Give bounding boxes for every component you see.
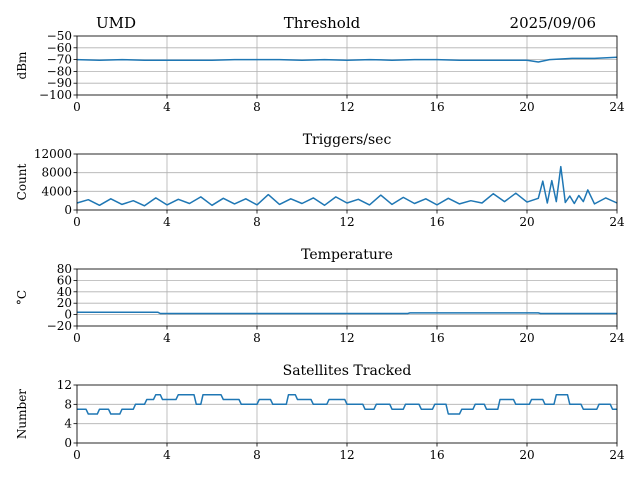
x-tick-label: 20 <box>519 331 534 345</box>
x-tick-label: 20 <box>519 100 534 114</box>
x-tick-label: 12 <box>339 448 354 462</box>
x-tick-label: 4 <box>163 448 171 462</box>
x-tick-label: 0 <box>73 100 81 114</box>
y-tick-label: 40 <box>57 285 72 299</box>
panel-title: Temperature <box>301 247 393 263</box>
x-tick-label: 4 <box>163 100 171 114</box>
y-tick-label: −50 <box>47 29 72 43</box>
x-tick-label: 24 <box>609 331 625 345</box>
y-tick-label: 12 <box>57 378 72 392</box>
y-tick-label: −80 <box>47 64 72 78</box>
x-tick-label: 16 <box>429 215 444 229</box>
x-tick-label: 24 <box>609 448 625 462</box>
x-tick-label: 16 <box>429 100 444 114</box>
chart-panel-4: 0 4 8 12 16 20 24 0 4 8 12 Satellites Tracked Number <box>15 363 625 462</box>
y-tick-label: 8000 <box>41 166 72 180</box>
y-tick-label: 12000 <box>34 147 72 161</box>
y-axis-label: dBm <box>15 51 29 80</box>
header-panel-title: Threshold <box>284 14 361 32</box>
y-tick-label: −60 <box>47 41 72 55</box>
x-tick-label: 8 <box>253 100 261 114</box>
y-tick-label: 4000 <box>41 184 72 198</box>
y-axis-label: Number <box>15 389 29 439</box>
series-line <box>77 311 617 315</box>
panel-title: Triggers/sec <box>303 132 392 148</box>
chart-panels: 0 4 8 12 16 20 24 −100−90−80−70−60−50 dBm 0 4 8 12 16… <box>15 29 625 462</box>
x-tick-label: 24 <box>609 100 625 114</box>
x-tick-label: 0 <box>73 331 81 345</box>
y-tick-label: 20 <box>57 296 72 310</box>
y-tick-label: 8 <box>64 397 72 411</box>
x-tick-label: 20 <box>519 215 534 229</box>
y-tick-label: −90 <box>47 76 72 90</box>
x-tick-label: 0 <box>73 448 81 462</box>
y-tick-label: −20 <box>47 319 72 333</box>
y-tick-label: 4 <box>64 417 72 431</box>
y-tick-label: 0 <box>64 436 72 450</box>
y-tick-label: 80 <box>57 262 72 276</box>
y-tick-label: −70 <box>47 53 72 67</box>
series-line <box>76 56 618 63</box>
y-tick-label: 0 <box>64 203 72 217</box>
series-line <box>76 165 618 207</box>
x-tick-label: 24 <box>609 215 625 229</box>
x-tick-label: 8 <box>253 331 261 345</box>
panel-title: Satellites Tracked <box>283 363 412 379</box>
x-tick-label: 8 <box>253 448 261 462</box>
x-tick-label: 16 <box>429 331 444 345</box>
series-line <box>77 393 617 415</box>
x-tick-label: 0 <box>73 215 81 229</box>
y-tick-label: 60 <box>57 273 72 287</box>
x-tick-label: 4 <box>163 215 171 229</box>
y-axis-label: Count <box>15 163 29 200</box>
x-tick-label: 20 <box>519 448 534 462</box>
x-tick-label: 12 <box>339 100 354 114</box>
x-tick-label: 4 <box>163 331 171 345</box>
y-tick-label: 0 <box>64 308 72 322</box>
header-site-label: UMD <box>96 14 136 32</box>
y-tick-label: −100 <box>39 88 72 102</box>
x-tick-label: 8 <box>253 215 261 229</box>
x-tick-label: 12 <box>339 215 354 229</box>
header-date: 2025/09/06 <box>510 14 596 32</box>
chart-panel-1: 0 4 8 12 16 20 24 −100−90−80−70−60−50 dBm <box>15 29 625 114</box>
x-tick-label: 16 <box>429 448 444 462</box>
chart-panel-2: 0 4 8 12 16 20 24 0 4000 8000 12000 Triggers/sec Cou… <box>15 132 625 229</box>
y-axis-label: °C <box>15 290 29 305</box>
x-tick-label: 12 <box>339 331 354 345</box>
